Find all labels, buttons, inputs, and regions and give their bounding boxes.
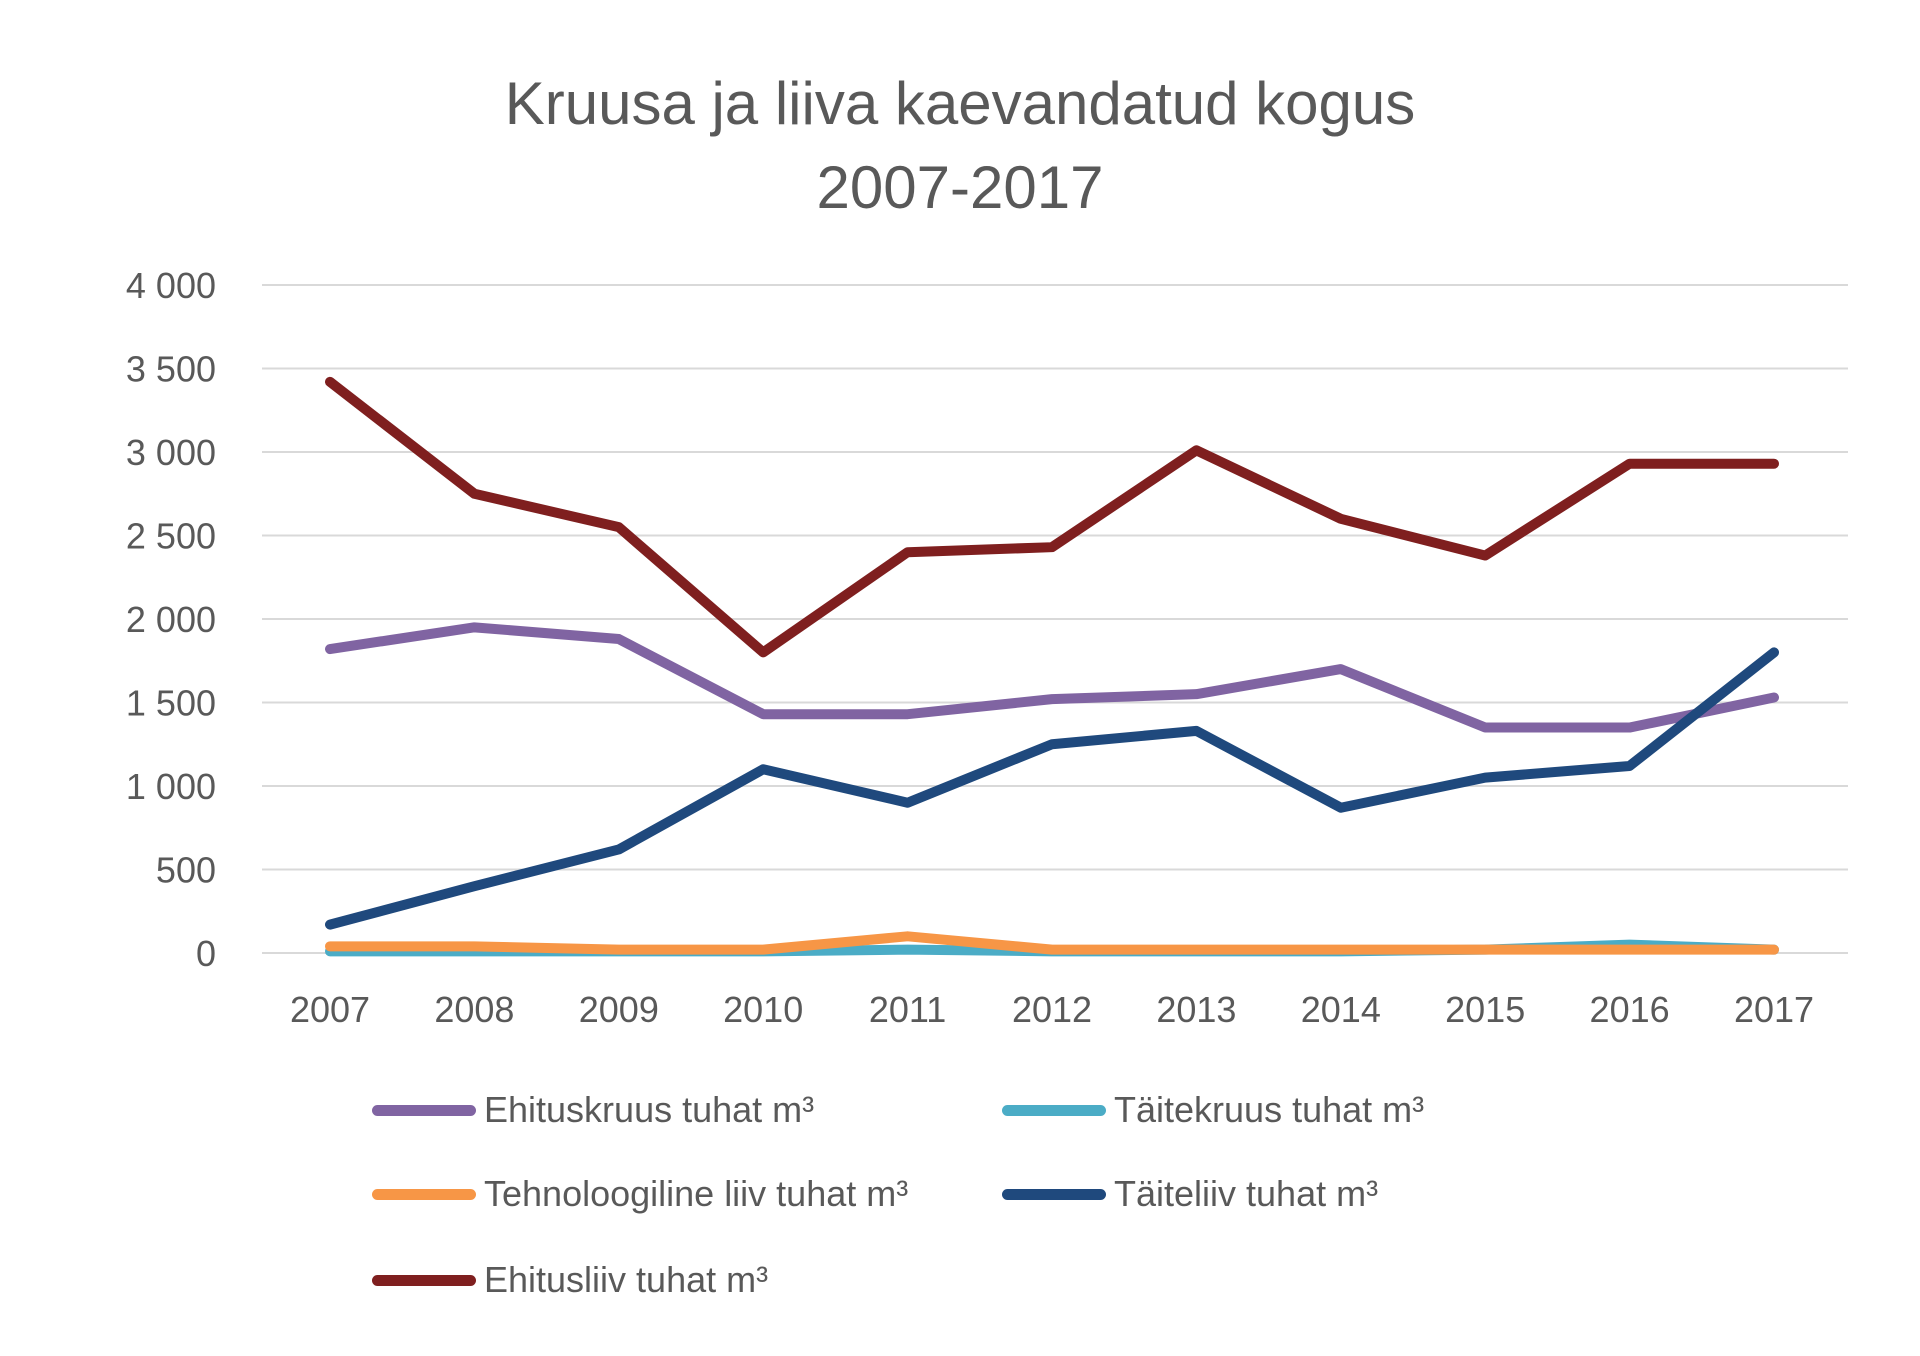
x-tick-label: 2008 bbox=[434, 989, 514, 1030]
y-tick-label: 1 500 bbox=[126, 683, 216, 724]
gridlines bbox=[262, 284, 1848, 954]
legend-item: Ehituskruus tuhat m³ bbox=[372, 1086, 814, 1134]
legend-swatch bbox=[372, 1188, 476, 1200]
series-3 bbox=[325, 931, 1779, 955]
y-axis-tick-labels: 0 500 1 000 1 500 2 000 2 500 3 000 3 500 4 000 bbox=[126, 265, 216, 974]
legend-swatch bbox=[372, 1104, 476, 1116]
x-tick-label: 2012 bbox=[1012, 989, 1092, 1030]
series-5 bbox=[325, 376, 1779, 658]
series-line bbox=[325, 376, 1779, 658]
legend-label: Täitekruus tuhat m³ bbox=[1114, 1089, 1425, 1130]
x-tick-label: 2015 bbox=[1445, 989, 1525, 1030]
legend-swatch bbox=[1002, 1188, 1106, 1200]
y-tick-label: 3 000 bbox=[126, 432, 216, 473]
series-lines bbox=[325, 376, 1779, 957]
x-tick-label: 2007 bbox=[290, 989, 370, 1030]
x-tick-label: 2014 bbox=[1301, 989, 1381, 1030]
x-tick-label: 2011 bbox=[869, 989, 946, 1030]
y-tick-label: 1 000 bbox=[126, 766, 216, 807]
y-tick-label: 3 500 bbox=[126, 349, 216, 390]
y-tick-label: 2 500 bbox=[126, 516, 216, 557]
series-1 bbox=[325, 622, 1779, 733]
y-tick-label: 0 bbox=[196, 933, 216, 974]
legend-label: Ehitusliiv tuhat m³ bbox=[484, 1259, 769, 1300]
chart-title-line-1: Kruusa ja liiva kaevandatud kogus bbox=[504, 70, 1416, 137]
x-tick-label: 2009 bbox=[579, 989, 659, 1030]
legend-label: Ehituskruus tuhat m³ bbox=[484, 1089, 815, 1130]
x-tick-label: 2016 bbox=[1590, 989, 1670, 1030]
y-tick-label: 4 000 bbox=[126, 265, 216, 306]
legend-item: Tehnoloogiline liiv tuhat m³ bbox=[372, 1170, 908, 1218]
legend-item: Ehitusliiv tuhat m³ bbox=[372, 1256, 768, 1304]
x-axis-tick-labels: 2007 2008 2009 2010 2011 2012 2013 2014 2015 2016… bbox=[290, 989, 1814, 1030]
y-tick-label: 2 000 bbox=[126, 599, 216, 640]
x-tick-label: 2013 bbox=[1156, 989, 1236, 1030]
series-line bbox=[325, 622, 1779, 733]
x-tick-label: 2017 bbox=[1734, 989, 1814, 1030]
legend-swatch bbox=[1002, 1104, 1106, 1116]
series-line bbox=[325, 647, 1779, 930]
chart-title: Kruusa ja liiva kaevandatud kogus 2007-2… bbox=[0, 62, 1920, 230]
legend-swatch bbox=[372, 1274, 476, 1286]
y-tick-label: 500 bbox=[156, 850, 216, 891]
legend-label: Tehnoloogiline liiv tuhat m³ bbox=[484, 1173, 909, 1214]
x-tick-label: 2010 bbox=[723, 989, 803, 1030]
chart-title-line-2: 2007-2017 bbox=[816, 154, 1104, 221]
legend-item: Täitekruus tuhat m³ bbox=[1002, 1086, 1424, 1134]
legend-item: Täiteliiv tuhat m³ bbox=[1002, 1170, 1378, 1218]
legend-label: Täiteliiv tuhat m³ bbox=[1114, 1173, 1379, 1214]
series-4 bbox=[325, 647, 1779, 930]
